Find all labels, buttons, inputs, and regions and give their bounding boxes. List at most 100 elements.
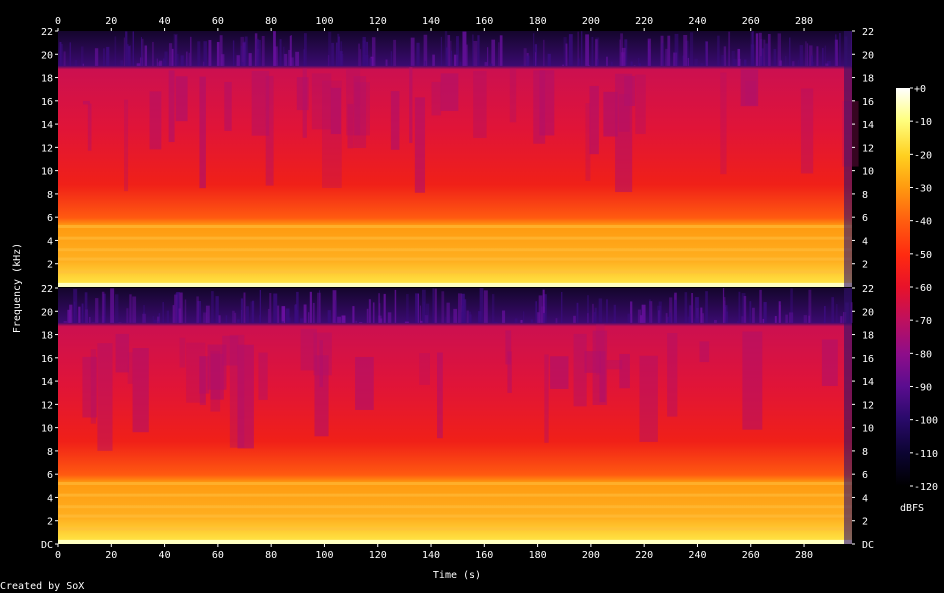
texture-streak [159,60,163,66]
texture-streak [282,306,286,323]
y-tick-label-left: 6 [47,213,53,224]
texture-patch [347,103,354,149]
texture-streak [336,42,338,66]
texture-streak [741,293,746,323]
texture-patch [311,73,332,130]
y-tick-label-right: 16 [862,97,874,108]
texture-streak [104,315,106,323]
x-tick-label-top: 60 [212,16,224,27]
texture-streak [606,56,608,66]
texture-patch [800,88,814,174]
texture-streak [661,43,664,66]
colorbar-tick-label: -90 [914,383,932,394]
texture-streak [175,292,180,323]
texture-streak [824,306,826,323]
texture-streak [691,292,694,323]
x-tick-label-bottom: 40 [159,550,171,561]
texture-streak [456,36,459,66]
y-tick-label-left: 12 [41,400,53,411]
x-tick-label-bottom: 80 [265,550,277,561]
texture-streak [246,306,249,323]
texture-streak [683,35,688,66]
texture-streak [259,290,262,323]
texture-streak [197,41,201,66]
texture-streak [280,321,285,323]
texture-streak [806,43,809,66]
texture-streak [173,33,178,66]
texture-streak [415,293,420,323]
x-tick-label-top: 40 [159,16,171,27]
texture-streak [335,321,337,323]
texture-streak [185,59,187,66]
texture-streak [294,304,297,323]
texture-streak [257,39,261,66]
y-tick-label-left: 2 [47,260,53,271]
y-tick-label-right: 22 [862,27,874,38]
texture-streak [327,54,330,66]
texture-streak [420,320,423,323]
texture-streak [640,315,643,323]
texture-streak [816,46,819,66]
texture-streak [598,298,603,323]
x-tick-label-bottom: 200 [582,550,600,561]
texture-streak [441,291,445,323]
texture-streak [290,35,292,66]
y-tick-label-left: 20 [41,50,53,61]
texture-streak [78,306,81,323]
texture-streak [669,312,672,323]
texture-patch [199,356,207,406]
texture-streak [136,63,141,66]
texture-streak [424,315,429,323]
texture-patch [199,356,210,394]
texture-streak [721,54,725,66]
texture-streak [694,318,699,323]
texture-streak [328,31,332,66]
texture-streak [251,300,255,323]
colorbar-tick-label: -120 [914,482,938,493]
texture-streak [368,299,371,323]
x-tick-label-bottom: 120 [369,550,387,561]
texture-streak [211,291,214,323]
texture-streak [423,301,425,323]
texture-patch [207,344,227,390]
texture-streak [248,53,252,66]
texture-streak [216,41,220,66]
texture-streak [63,51,66,66]
texture-streak [88,317,91,323]
texture-streak [724,311,729,323]
texture-patch [419,353,430,385]
texture-streak [152,41,154,66]
texture-streak [289,35,292,66]
y-tick-label-left: 10 [41,167,53,178]
texture-patch [595,324,605,375]
texture-streak [765,43,769,66]
texture-streak [379,318,383,323]
y-tick-label-left: 22 [41,27,53,38]
texture-streak [237,319,240,323]
texture-streak [811,55,814,66]
texture-streak [596,59,599,66]
x-tick-label-bottom: 60 [212,550,224,561]
texture-band [58,224,852,228]
texture-patch [115,333,130,373]
texture-patch [639,355,658,442]
texture-streak [338,36,340,66]
texture-band [58,514,852,518]
x-tick-label-bottom: 20 [105,550,117,561]
texture-streak [168,43,173,66]
texture-streak [279,39,282,66]
texture-streak [789,312,794,323]
texture-streak [332,290,337,323]
texture-streak [394,289,397,323]
texture-patch [619,353,630,389]
texture-streak [808,315,810,323]
texture-streak [826,61,831,66]
texture-patch [473,70,487,138]
y-tick-label-left: 6 [47,470,53,481]
texture-streak [421,289,426,323]
texture-patch [821,339,838,386]
texture-streak [297,309,299,323]
texture-dc [58,540,852,544]
credit-text: Created by SoX [0,581,84,592]
